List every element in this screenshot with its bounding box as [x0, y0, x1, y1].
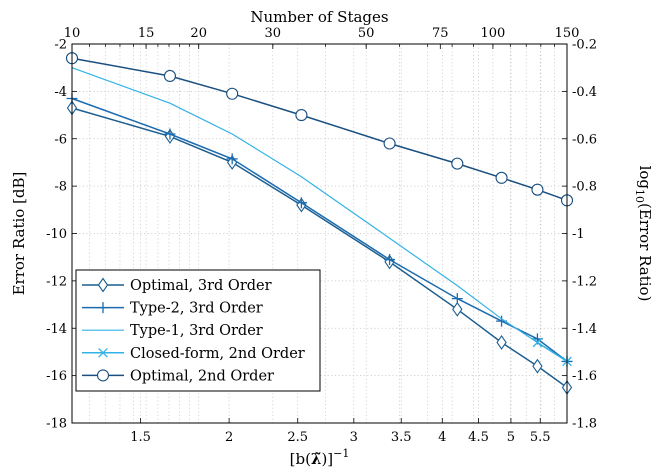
x-axis-title-close: )] — [321, 450, 333, 468]
x-axis-title: [b(λ̃)]−1 — [290, 447, 350, 468]
series-1-point — [496, 334, 507, 350]
right-y-tick-label: -0.4 — [572, 85, 597, 100]
series-5-point — [531, 183, 544, 196]
right-y-tick-label: -0.2 — [572, 38, 597, 53]
x-axis-title-symbol: λ̃ — [311, 450, 322, 468]
legend-label-3: Type-1, 3rd Order — [130, 323, 263, 339]
right-y-tick-label: -1.2 — [572, 274, 597, 289]
series-4-point — [532, 337, 543, 348]
series-5-point — [495, 171, 508, 184]
x-tick-label: 1.5 — [130, 430, 151, 445]
series-line-3 — [71, 67, 568, 362]
top-x-tick-label: 100 — [480, 26, 505, 41]
y-tick-label: -18 — [46, 417, 67, 432]
series-5-point — [295, 109, 308, 122]
right-y-axis-title: log10(Error Ratio) — [633, 166, 654, 302]
y-tick-label: -10 — [46, 227, 67, 242]
legend-marker-1 — [97, 277, 109, 293]
top-x-tick-label: 50 — [358, 26, 375, 41]
legend-label-1: Optimal, 3rd Order — [130, 278, 272, 294]
legend-marker-4 — [98, 347, 108, 358]
x-tick-label: 2.5 — [287, 430, 308, 445]
x-axis-title-base: [b( — [290, 450, 311, 468]
legend-marker-2 — [97, 302, 109, 314]
top-x-tick-label: 75 — [432, 26, 449, 41]
right-y-axis-title-suffix: (Error Ratio) — [636, 203, 654, 301]
right-y-tick-label: -1.6 — [572, 369, 597, 384]
series-5-point — [383, 137, 396, 150]
series-1-point — [532, 358, 543, 374]
y-tick-label: -16 — [46, 369, 67, 384]
right-y-tick-label: -1 — [572, 227, 585, 242]
x-tick-label: 5 — [507, 430, 515, 445]
right-y-tick-label: -0.6 — [572, 132, 597, 147]
y-tick-label: -8 — [54, 180, 67, 195]
legend: Optimal, 3rd Order Type-2, 3rd Order Type-… — [75, 269, 321, 392]
right-y-tick-label: -1.8 — [572, 417, 597, 432]
legend-marker-5 — [96, 369, 110, 382]
top-x-tick-label: 20 — [190, 26, 207, 41]
series-1-point — [452, 301, 463, 317]
y-tick-label: -12 — [46, 274, 67, 289]
y-tick-label: -4 — [54, 85, 67, 100]
top-x-tick-label: 30 — [265, 26, 282, 41]
series-5-point — [163, 69, 176, 83]
x-tick-label: 2 — [225, 430, 233, 445]
ticks-layer: 1.5 2 2.5 3 3.5 4 4.5 5 5.5 10 15 20 30 50 75 100 150 -18… — [46, 26, 597, 445]
y-tick-label: -6 — [54, 132, 67, 147]
y-axis-title: Error Ratio [dB] — [10, 172, 28, 296]
series-2-point — [384, 254, 396, 266]
series-5-point — [451, 157, 464, 170]
top-x-tick-label: 15 — [138, 26, 155, 41]
y-tick-label: -2 — [54, 38, 67, 53]
x-tick-label: 3 — [350, 430, 358, 445]
x-tick-label: 4 — [438, 430, 446, 445]
legend-label-5: Optimal, 2nd Order — [130, 368, 274, 384]
right-y-axis-title-subscript: 10 — [633, 189, 646, 203]
legend-label-2: Type-2, 3rd Order — [130, 301, 263, 317]
series-2-point — [451, 293, 463, 305]
x-tick-label: 3.5 — [391, 430, 412, 445]
legend-label-4: Closed-form, 2nd Order — [130, 346, 305, 362]
right-y-tick-label: -1.4 — [572, 322, 597, 337]
series-2-point — [295, 197, 307, 209]
series-2-point — [226, 153, 238, 165]
top-x-tick-label: 150 — [555, 26, 580, 41]
x-tick-label: 5.5 — [530, 430, 551, 445]
top-axis-title: Number of Stages — [250, 8, 388, 26]
right-y-axis-title-prefix: log — [636, 166, 654, 190]
series-5-point — [226, 87, 239, 100]
series-line-4 — [536, 341, 568, 363]
y-tick-label: -14 — [46, 322, 67, 337]
right-y-tick-label: -0.8 — [572, 180, 597, 195]
series-2-point — [164, 128, 176, 140]
x-axis-title-exponent: −1 — [333, 447, 349, 460]
top-x-tick-label: 10 — [64, 26, 81, 41]
x-tick-label: 4.5 — [468, 430, 489, 445]
